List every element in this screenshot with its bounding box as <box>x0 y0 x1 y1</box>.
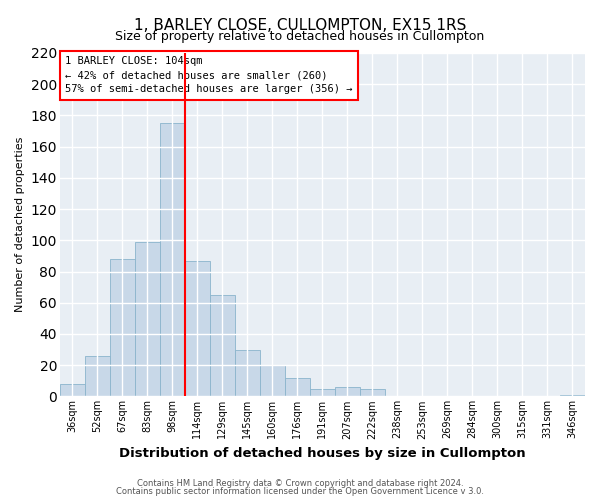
Text: Size of property relative to detached houses in Cullompton: Size of property relative to detached ho… <box>115 30 485 43</box>
Bar <box>185 260 210 396</box>
Bar <box>135 242 160 396</box>
Text: 1 BARLEY CLOSE: 104sqm
← 42% of detached houses are smaller (260)
57% of semi-de: 1 BARLEY CLOSE: 104sqm ← 42% of detached… <box>65 56 353 94</box>
Bar <box>235 350 260 397</box>
Bar <box>285 378 310 396</box>
Y-axis label: Number of detached properties: Number of detached properties <box>15 137 25 312</box>
Bar <box>85 356 110 397</box>
Bar <box>110 259 135 396</box>
Bar <box>310 388 335 396</box>
Text: Contains HM Land Registry data © Crown copyright and database right 2024.: Contains HM Land Registry data © Crown c… <box>137 479 463 488</box>
Text: Contains public sector information licensed under the Open Government Licence v : Contains public sector information licen… <box>116 487 484 496</box>
X-axis label: Distribution of detached houses by size in Cullompton: Distribution of detached houses by size … <box>119 447 526 460</box>
Bar <box>335 387 360 396</box>
Bar <box>260 365 285 396</box>
Bar <box>210 295 235 396</box>
Bar <box>160 123 185 396</box>
Bar <box>360 388 385 396</box>
Text: 1, BARLEY CLOSE, CULLOMPTON, EX15 1RS: 1, BARLEY CLOSE, CULLOMPTON, EX15 1RS <box>134 18 466 32</box>
Bar <box>60 384 85 396</box>
Bar <box>560 395 585 396</box>
